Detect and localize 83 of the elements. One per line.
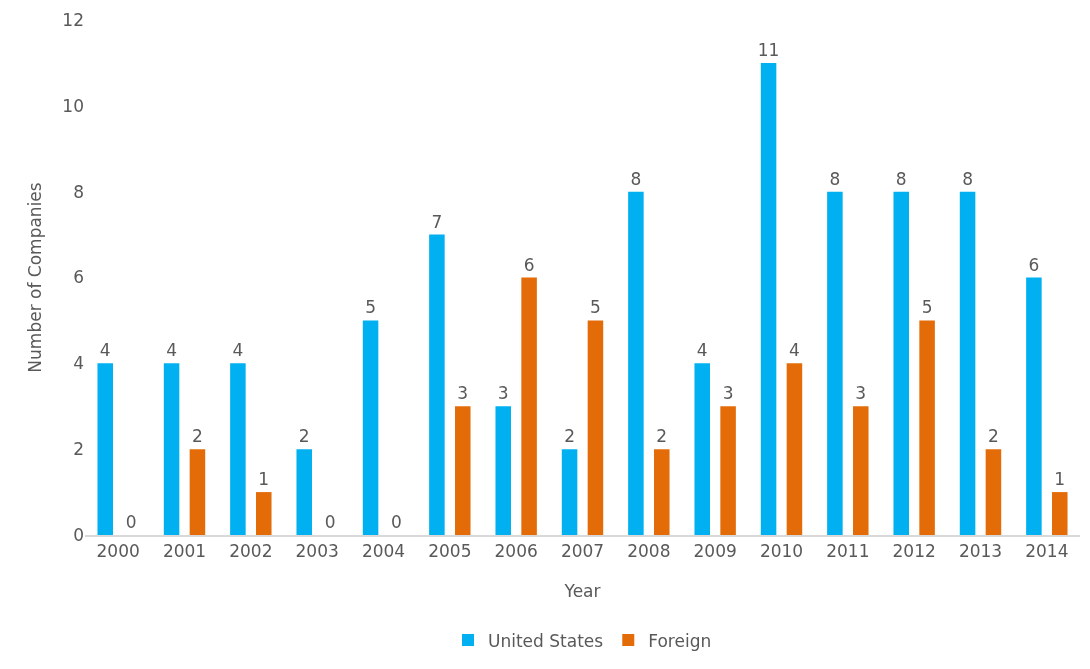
x-tick-label: 2012 [892,541,936,562]
data-label: 0 [391,512,402,532]
bar [853,406,869,535]
bar [429,234,445,535]
y-tick-label: 6 [73,267,84,288]
x-tick-label: 2005 [428,541,472,562]
x-tick-label: 2014 [1025,541,1069,562]
bar [189,449,206,535]
data-label: 2 [192,426,203,447]
y-tick-label: 0 [73,524,84,545]
data-label: 4 [99,340,111,361]
x-tick-label: 2008 [627,541,671,562]
x-tick-label: 2000 [96,541,140,562]
bar [561,449,578,535]
bar [97,363,113,535]
x-tick-label: 2013 [958,541,1003,562]
y-tick-label: 8 [73,181,84,202]
y-tick-label: 4 [73,353,84,374]
data-label: 0 [125,512,137,532]
data-label: 5 [590,297,601,318]
bar [521,277,537,535]
bar [959,191,976,535]
data-label: 2 [656,426,668,447]
legend-label: Foreign [648,630,712,651]
data-label: 3 [497,383,509,404]
data-label: 1 [1054,469,1066,490]
bar [230,363,246,535]
data-label: 4 [789,340,800,361]
x-tick-label: 2003 [295,541,339,562]
bar [919,320,935,535]
data-label: 8 [962,168,973,189]
data-label: 4 [232,340,244,361]
bar [720,406,736,535]
data-label: 2 [564,426,575,447]
bar [694,363,710,535]
data-label: 5 [921,297,933,318]
bar [495,406,511,535]
data-label: 6 [523,254,535,275]
legend-label: United States [488,630,604,651]
data-label: 8 [829,168,841,189]
bar [654,449,670,535]
bar [256,492,272,535]
bar [760,62,777,535]
data-label: 3 [855,383,867,404]
data-label: 1 [258,469,270,490]
y-axis-title: Number of Companies [25,182,45,373]
x-tick-label: 2001 [162,541,207,562]
data-label: 11 [757,39,780,60]
data-label: 8 [630,168,642,189]
y-tick-label: 2 [73,439,84,460]
data-label: 5 [365,297,376,318]
bar [827,191,843,535]
x-tick-label: 2010 [759,541,804,562]
data-label: 4 [696,340,708,361]
data-label: 3 [722,383,734,404]
y-tick-label: 12 [62,9,84,30]
data-label: 2 [988,426,999,447]
data-label: 3 [457,383,469,404]
bar [163,363,180,535]
bar [587,320,604,535]
y-tick-label: 10 [62,95,84,116]
data-label: 6 [1028,254,1040,275]
x-axis-title: Year [563,580,601,601]
data-label: 0 [324,512,336,532]
x-tick-label: 2004 [361,541,406,562]
data-label: 2 [298,426,310,447]
data-label: 4 [166,340,177,361]
x-tick-label: 2007 [560,541,605,562]
x-tick-label: 2002 [229,541,273,562]
bar [985,449,1002,535]
bar [455,406,471,535]
data-label: 7 [431,211,443,232]
bar [1026,277,1042,535]
bar [296,449,312,535]
bar [786,363,803,535]
x-tick-label: 2009 [693,541,737,562]
x-tick-label: 2011 [826,541,870,562]
bar [628,191,644,535]
bar [1052,492,1068,535]
x-tick-label: 2006 [494,541,538,562]
bar [893,191,909,535]
bar [362,320,379,535]
data-label: 8 [895,168,907,189]
